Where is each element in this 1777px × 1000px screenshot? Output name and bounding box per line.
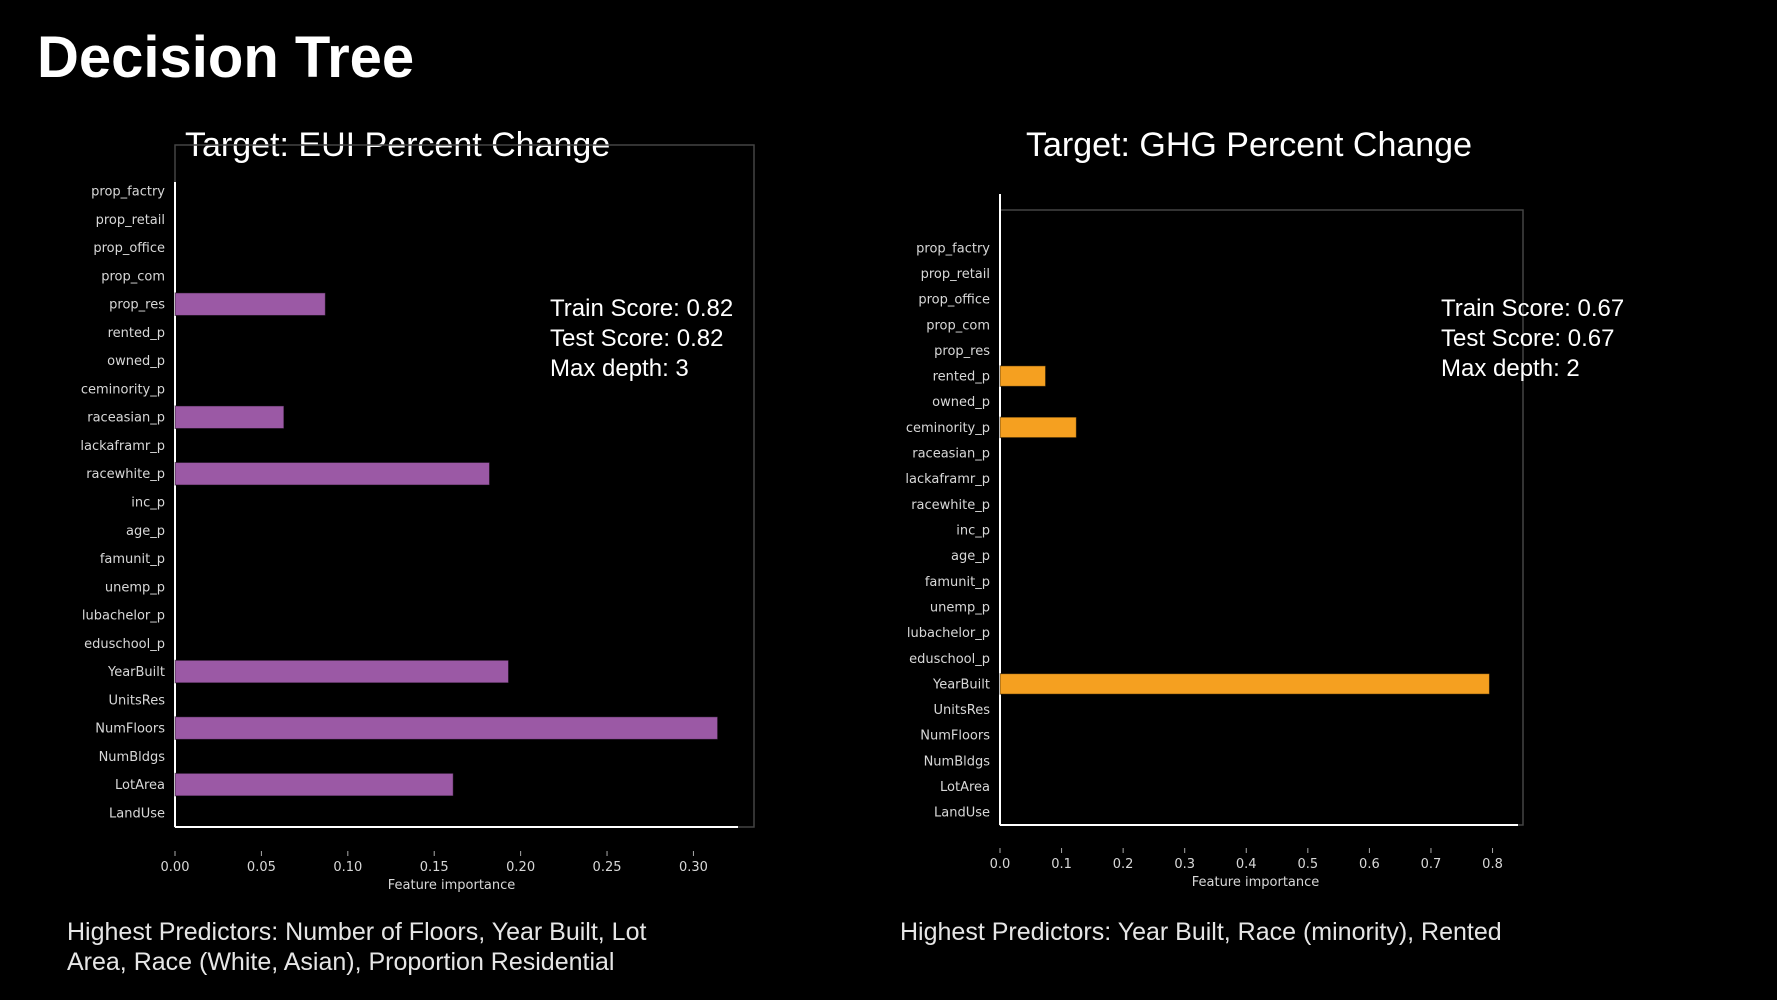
eui-bar bbox=[174, 772, 454, 797]
eui-train-score: Train Score: 0.82 bbox=[550, 295, 734, 322]
ghg-test-score: Test Score: 0.67 bbox=[1441, 325, 1615, 352]
eui-category-label: UnitsRes bbox=[109, 693, 166, 708]
ghg-scores: Train Score: 0.67 Test Score: 0.67 Max d… bbox=[1441, 294, 1624, 384]
ghg-category-label: unemp_p bbox=[930, 600, 990, 615]
ghg-category-label: LandUse bbox=[934, 806, 990, 821]
eui-category-label: ceminority_p bbox=[81, 382, 165, 397]
slide-title: Decision Tree bbox=[37, 25, 415, 90]
ghg-bar bbox=[999, 365, 1047, 387]
eui-x-tick-label: 0.10 bbox=[333, 860, 362, 875]
ghg-feature-importance-chart: prop_factry prop_retail prop_office prop_co… bbox=[905, 194, 1524, 890]
ghg-category-label: age_p bbox=[951, 549, 990, 564]
eui-category-label: rented_p bbox=[108, 326, 165, 341]
eui-feature-importance-chart: prop_factry prop_retail prop_office prop_co… bbox=[80, 144, 755, 893]
eui-x-tick-label: 0.25 bbox=[593, 860, 622, 875]
eui-category-label: eduschool_p bbox=[84, 637, 165, 652]
eui-x-tick-label: 0.05 bbox=[247, 860, 276, 875]
eui-category-label: inc_p bbox=[131, 496, 165, 511]
ghg-max-depth: Max depth: 2 bbox=[1441, 355, 1580, 382]
ghg-category-label: eduschool_p bbox=[909, 652, 990, 667]
eui-category-label: raceasian_p bbox=[87, 411, 165, 426]
eui-category-label: lackaframr_p bbox=[80, 439, 165, 454]
eui-category-label: famunit_p bbox=[100, 552, 165, 567]
ghg-category-label: racewhite_p bbox=[911, 498, 990, 513]
eui-category-label: NumBldgs bbox=[99, 750, 166, 765]
ghg-category-label: prop_factry bbox=[916, 241, 990, 256]
ghg-category-label: rented_p bbox=[933, 370, 990, 385]
eui-caption-line1: Highest Predictors: Number of Floors, Ye… bbox=[67, 918, 647, 946]
eui-caption: Highest Predictors: Number of Floors, Ye… bbox=[67, 917, 646, 977]
ghg-caption-line1: Highest Predictors: Year Built, Race (mi… bbox=[900, 918, 1502, 946]
ghg-category-label: famunit_p bbox=[925, 575, 990, 590]
eui-category-label: LandUse bbox=[109, 806, 165, 821]
ghg-x-tick-label: 0.7 bbox=[1421, 857, 1442, 872]
eui-x-tick-label: 0.20 bbox=[506, 860, 535, 875]
eui-category-label: prop_com bbox=[101, 269, 165, 284]
ghg-x-axis-label: Feature importance bbox=[1192, 875, 1320, 890]
ghg-category-label: prop_com bbox=[926, 318, 990, 333]
eui-category-label: LotArea bbox=[115, 778, 165, 793]
ghg-category-label: prop_office bbox=[918, 293, 990, 308]
ghg-x-tick-label: 0.6 bbox=[1359, 857, 1380, 872]
ghg-category-label: raceasian_p bbox=[912, 447, 990, 462]
eui-x-axis-label: Feature importance bbox=[388, 878, 516, 893]
eui-category-label: prop_res bbox=[109, 298, 165, 313]
eui-x-tick-label: 0.15 bbox=[420, 860, 449, 875]
ghg-x-tick-label: 0.3 bbox=[1174, 857, 1195, 872]
ghg-category-label: owned_p bbox=[932, 395, 990, 410]
ghg-x-tick-label: 0.0 bbox=[990, 857, 1011, 872]
ghg-category-label: prop_retail bbox=[921, 267, 990, 282]
ghg-x-tick-label: 0.4 bbox=[1236, 857, 1257, 872]
ghg-bar bbox=[999, 673, 1490, 695]
ghg-category-label: NumBldgs bbox=[924, 754, 991, 769]
eui-x-tick-label: 0.30 bbox=[679, 860, 708, 875]
ghg-bar bbox=[999, 416, 1077, 439]
ghg-category-label: lackaframr_p bbox=[905, 472, 990, 487]
ghg-category-label: prop_res bbox=[934, 344, 990, 359]
eui-bar bbox=[174, 292, 326, 316]
ghg-category-label: UnitsRes bbox=[934, 703, 991, 718]
eui-category-label: owned_p bbox=[107, 354, 165, 369]
ghg-chart-title: Target: GHG Percent Change bbox=[1026, 126, 1473, 164]
eui-category-label: prop_retail bbox=[96, 213, 165, 228]
eui-category-label: prop_factry bbox=[91, 185, 165, 200]
ghg-category-label: YearBuilt bbox=[932, 677, 990, 692]
eui-category-label: prop_office bbox=[93, 241, 165, 256]
ghg-caption: Highest Predictors: Year Built, Race (mi… bbox=[900, 917, 1502, 947]
ghg-x-tick-label: 0.5 bbox=[1297, 857, 1318, 872]
eui-test-score: Test Score: 0.82 bbox=[550, 325, 724, 352]
eui-scores: Train Score: 0.82 Test Score: 0.82 Max d… bbox=[550, 294, 733, 384]
eui-bar bbox=[174, 716, 719, 740]
eui-bar bbox=[174, 461, 491, 486]
eui-category-label: YearBuilt bbox=[107, 665, 165, 680]
ghg-train-score: Train Score: 0.67 bbox=[1441, 295, 1625, 322]
ghg-x-tick-label: 0.8 bbox=[1482, 857, 1503, 872]
eui-max-depth: Max depth: 3 bbox=[550, 355, 689, 382]
eui-caption-line2: Area, Race (White, Asian), Proportion Re… bbox=[67, 948, 615, 976]
eui-category-label: racewhite_p bbox=[86, 467, 165, 482]
ghg-category-label: LotArea bbox=[940, 780, 990, 795]
eui-category-label: age_p bbox=[126, 524, 165, 539]
ghg-category-label: inc_p bbox=[956, 524, 990, 539]
eui-bar bbox=[174, 659, 510, 684]
eui-x-tick-label: 0.00 bbox=[161, 860, 190, 875]
ghg-category-label: lubachelor_p bbox=[907, 626, 990, 641]
ghg-x-tick-label: 0.2 bbox=[1113, 857, 1134, 872]
ghg-x-tick-label: 0.1 bbox=[1051, 857, 1072, 872]
ghg-category-label: NumFloors bbox=[920, 729, 990, 744]
eui-category-label: lubachelor_p bbox=[82, 609, 165, 624]
eui-bar bbox=[174, 405, 285, 430]
eui-category-label: unemp_p bbox=[105, 580, 165, 595]
ghg-category-label: ceminority_p bbox=[906, 421, 990, 436]
eui-category-label: NumFloors bbox=[95, 722, 165, 737]
